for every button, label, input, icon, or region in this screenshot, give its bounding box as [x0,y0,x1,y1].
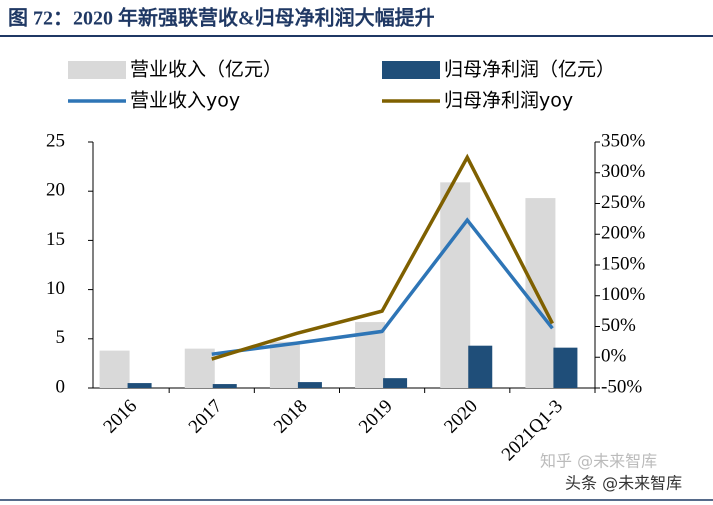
bar [383,378,408,388]
legend-label: 归母净利润（亿元） [444,59,615,81]
y-tick-label: 15 [46,229,65,250]
bar [297,382,322,388]
x-tick-label: 2019 [355,396,397,438]
bar [127,383,152,388]
y2-tick-label: 100% [601,284,646,305]
bar [99,350,130,388]
bar [184,348,215,388]
y2-tick-label: 150% [601,253,646,274]
x-tick-label: 2018 [270,396,312,438]
watermark: 头条 @未来智库 [565,474,682,493]
line [211,153,554,361]
legend-label: 营业收入（亿元） [130,59,282,81]
y2-tick-label: 300% [601,161,646,182]
y-tick-label: 5 [56,327,66,348]
y-tick-label: 20 [46,180,65,201]
legend-swatch [68,61,126,79]
legend-label: 归母净利润yoy [444,90,573,112]
bar [440,182,471,388]
x-tick-label: 2017 [185,396,227,438]
y2-tick-label: -50% [601,376,642,397]
bar [525,198,556,388]
y2-tick-label: 200% [601,223,646,244]
x-tick-label: 2016 [99,396,141,438]
watermark: 知乎 @未来智库 [540,452,657,471]
y2-tick-label: 50% [601,315,636,336]
y2-tick-label: 250% [601,192,646,213]
legend-label: 营业收入yoy [130,90,240,112]
y-tick-label: 0 [56,376,66,397]
bar [269,341,300,388]
line [211,217,554,356]
x-tick-label: 2020 [440,396,482,438]
chart-title: 图 72：2020 年新强联营收&归母净利润大幅提升 [8,6,435,30]
bar [553,347,578,388]
legend-swatch [382,61,440,79]
y2-tick-label: 0% [601,346,627,367]
y-tick-label: 25 [46,130,65,151]
bar [468,345,493,388]
y-tick-label: 10 [46,278,65,299]
y2-tick-label: 350% [601,130,646,151]
bar [212,384,237,388]
